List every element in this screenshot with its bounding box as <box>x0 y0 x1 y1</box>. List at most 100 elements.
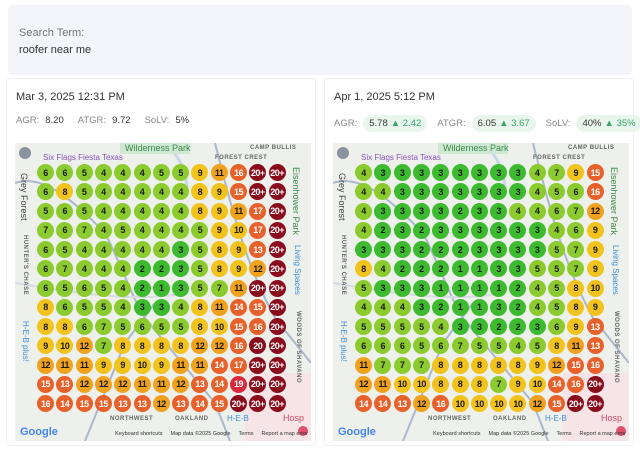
rank-pin[interactable]: 2 <box>509 298 527 316</box>
rank-pin[interactable]: 4 <box>528 298 546 316</box>
rank-pin[interactable]: 20+ <box>268 202 286 220</box>
rank-pin[interactable]: 15 <box>567 356 585 374</box>
rank-pin[interactable]: 20+ <box>567 395 585 412</box>
rank-pin[interactable]: 3 <box>528 241 546 258</box>
rank-pin[interactable]: 10 <box>451 395 469 412</box>
rank-pin[interactable]: 4 <box>355 164 372 181</box>
rank-pin[interactable]: 8 <box>470 375 488 393</box>
rank-grid-map[interactable]: Wilderness Park CAMP BULLIS Six Flags Fi… <box>333 143 629 441</box>
rank-pin[interactable]: 12 <box>37 356 54 374</box>
rank-pin[interactable]: 10 <box>490 395 508 412</box>
rank-pin[interactable]: 6 <box>56 202 74 220</box>
rank-pin[interactable]: 4 <box>172 202 190 220</box>
rank-pin[interactable]: 4 <box>75 260 93 278</box>
rank-pin[interactable]: 13 <box>586 337 604 355</box>
rank-pin[interactable]: 10 <box>470 395 488 412</box>
rank-pin[interactable]: 3 <box>451 164 469 181</box>
rank-pin[interactable]: 3 <box>490 298 508 316</box>
rank-pin[interactable]: 13 <box>586 318 604 335</box>
rank-pin[interactable]: 7 <box>94 337 112 355</box>
rank-pin[interactable]: 3 <box>393 221 411 239</box>
rank-pin[interactable]: 3 <box>374 164 392 181</box>
rank-pin[interactable]: 6 <box>355 337 372 355</box>
rank-pin[interactable]: 8 <box>509 356 527 374</box>
rank-pin[interactable]: 3 <box>172 279 190 297</box>
rank-pin[interactable]: 12 <box>528 395 546 412</box>
rank-pin[interactable]: 8 <box>432 375 450 393</box>
rank-pin[interactable]: 8 <box>172 337 190 355</box>
rank-pin[interactable]: 4 <box>133 183 151 201</box>
rank-pin[interactable]: 1 <box>432 279 450 297</box>
rank-pin[interactable]: 11 <box>133 375 151 393</box>
rank-pin[interactable]: 8 <box>432 356 450 374</box>
rank-pin[interactable]: 4 <box>355 221 372 239</box>
rank-pin[interactable]: 4 <box>152 183 170 201</box>
rank-grid-map[interactable]: Wilderness Park CAMP BULLIS Six Flags Fi… <box>15 143 311 441</box>
rank-pin[interactable]: 9 <box>210 183 228 201</box>
rank-pin[interactable]: 16 <box>37 395 54 412</box>
rank-pin[interactable]: 13 <box>114 395 132 412</box>
rank-pin[interactable]: 8 <box>56 318 74 335</box>
rank-pin[interactable]: 2 <box>432 241 450 258</box>
rank-pin[interactable]: 3 <box>374 279 392 297</box>
rank-pin[interactable]: 6 <box>567 221 585 239</box>
rank-pin[interactable]: 4 <box>75 241 93 258</box>
rank-pin[interactable]: 17 <box>249 221 267 239</box>
rank-pin[interactable]: 20+ <box>249 375 267 393</box>
rank-pin[interactable]: 5 <box>548 183 565 201</box>
rank-pin[interactable]: 20+ <box>268 221 286 239</box>
rank-pin[interactable]: 7 <box>567 241 585 258</box>
rank-pin[interactable]: 3 <box>451 318 469 335</box>
rank-pin[interactable]: 20+ <box>268 337 286 355</box>
rank-pin[interactable]: 5 <box>37 202 54 220</box>
rank-pin[interactable]: 3 <box>432 183 450 201</box>
rank-pin[interactable]: 16 <box>586 356 604 374</box>
rank-pin[interactable]: 7 <box>94 318 112 335</box>
rank-pin[interactable]: 12 <box>548 356 565 374</box>
rank-pin[interactable]: 5 <box>191 221 209 239</box>
rank-pin[interactable]: 7 <box>210 279 228 297</box>
rank-pin[interactable]: 5 <box>152 318 170 335</box>
rank-pin[interactable]: 7 <box>451 337 469 355</box>
rank-pin[interactable]: 10 <box>586 279 604 297</box>
rank-pin[interactable]: 7 <box>374 356 392 374</box>
rank-pin[interactable]: 10 <box>528 375 546 393</box>
rank-pin[interactable]: 3 <box>509 183 527 201</box>
rank-pin[interactable]: 4 <box>509 337 527 355</box>
rank-pin[interactable]: 5 <box>94 279 112 297</box>
rank-pin[interactable]: 11 <box>75 356 93 374</box>
report-map-error-link[interactable]: Report a map error <box>579 430 626 437</box>
rank-pin[interactable]: 9 <box>586 298 604 316</box>
rank-pin[interactable]: 3 <box>528 221 546 239</box>
rank-pin[interactable]: 10 <box>412 375 430 393</box>
rank-pin[interactable]: 4 <box>114 164 132 181</box>
rank-pin[interactable]: 13 <box>172 395 190 412</box>
rank-pin[interactable]: 6 <box>75 318 93 335</box>
rank-pin[interactable]: 4 <box>114 241 132 258</box>
rank-pin[interactable]: 8 <box>191 183 209 201</box>
rank-pin[interactable]: 3 <box>432 221 450 239</box>
rank-pin[interactable]: 14 <box>191 395 209 412</box>
rank-pin[interactable]: 20+ <box>230 395 247 412</box>
rank-pin[interactable]: 5 <box>528 337 546 355</box>
rank-pin[interactable]: 9 <box>230 260 247 278</box>
rank-pin[interactable]: 9 <box>210 202 228 220</box>
rank-pin[interactable]: 16 <box>586 183 604 201</box>
rank-pin[interactable]: 15 <box>210 395 228 412</box>
rank-pin[interactable]: 5 <box>393 318 411 335</box>
rank-pin[interactable]: 4 <box>509 202 527 220</box>
rank-pin[interactable]: 6 <box>432 337 450 355</box>
rank-pin[interactable]: 20+ <box>249 356 267 374</box>
rank-pin[interactable]: 14 <box>355 395 372 412</box>
rank-pin[interactable]: 11 <box>210 164 228 181</box>
rank-pin[interactable]: 3 <box>393 241 411 258</box>
rank-pin[interactable]: 1 <box>152 279 170 297</box>
rank-pin[interactable]: 20+ <box>268 395 286 412</box>
rank-pin[interactable]: 4 <box>94 260 112 278</box>
rank-pin[interactable]: 9 <box>152 356 170 374</box>
rank-pin[interactable]: 3 <box>152 298 170 316</box>
rank-pin[interactable]: 17 <box>249 202 267 220</box>
rank-pin[interactable]: 6 <box>374 337 392 355</box>
rank-pin[interactable]: 8 <box>548 337 565 355</box>
rank-pin[interactable]: 11 <box>230 202 247 220</box>
